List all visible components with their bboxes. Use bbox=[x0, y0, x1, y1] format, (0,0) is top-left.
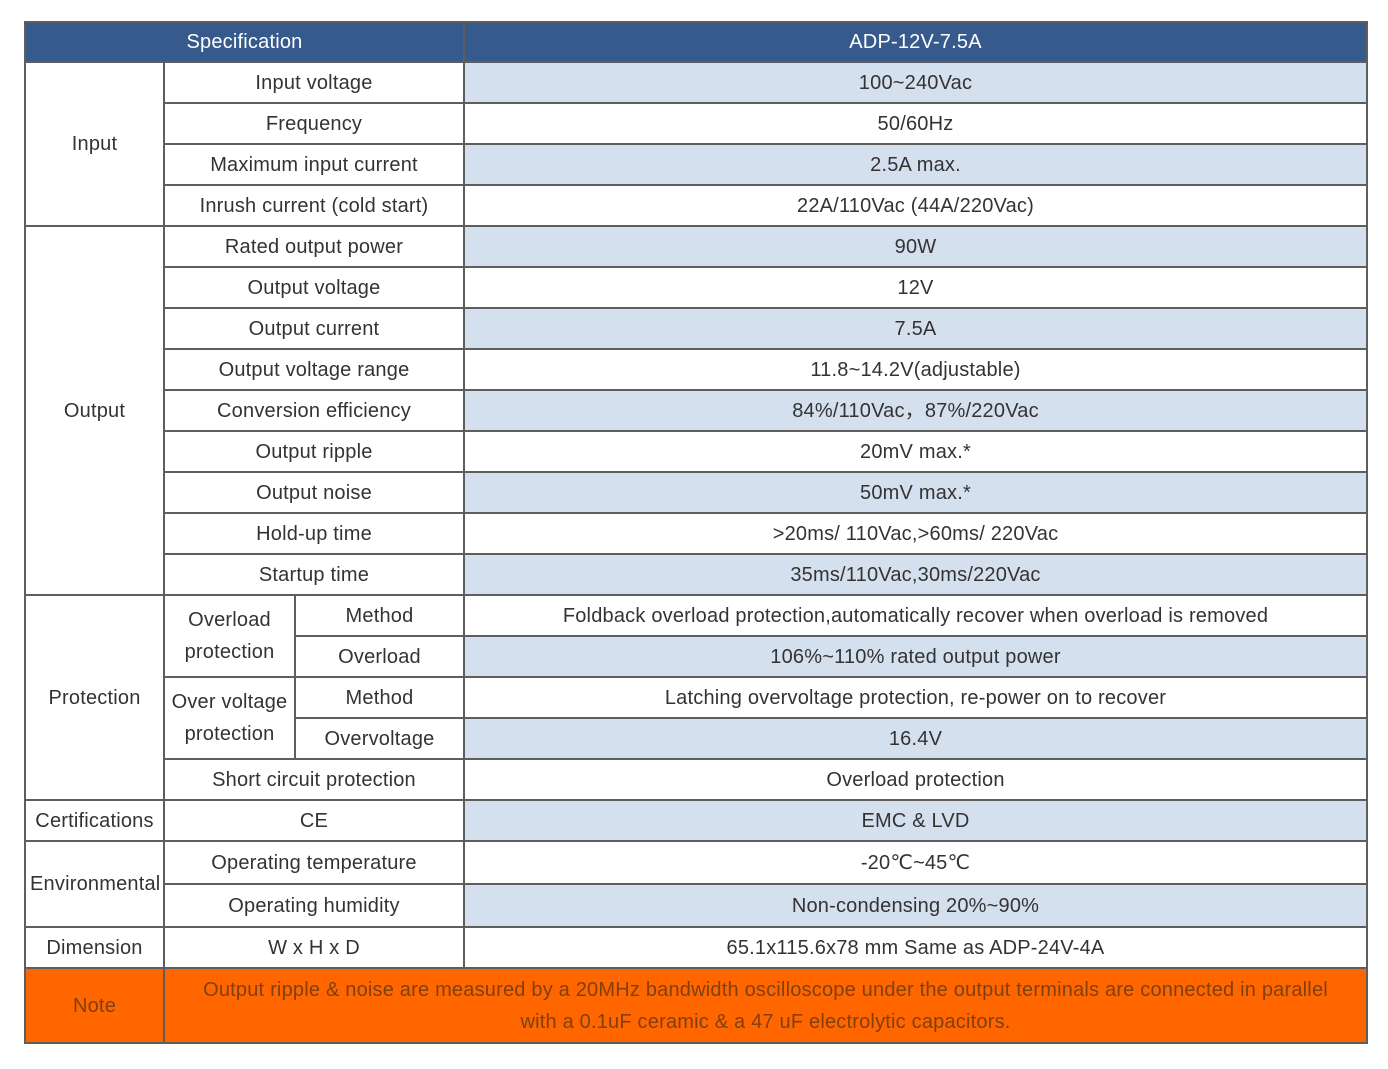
param-cell: Rated output power bbox=[163, 225, 465, 268]
table-row: Environmental Operating temperature -20℃… bbox=[24, 840, 1368, 928]
param-cell: Operating temperature bbox=[163, 840, 465, 885]
value-cell: 65.1x115.6x78 mm Same as ADP-24V-4A bbox=[463, 926, 1368, 969]
table-row: Output current 7.5A bbox=[25, 307, 1368, 350]
note-line1: Output ripple & noise are measured by a … bbox=[203, 978, 1328, 1001]
param-cell: Conversion efficiency bbox=[163, 389, 465, 432]
param-cell: CE bbox=[163, 799, 465, 842]
group-dimension: Dimension bbox=[24, 926, 165, 969]
table-row: Inrush current (cold start) 22A/110Vac (… bbox=[25, 184, 1368, 227]
group-protection: Protection bbox=[24, 594, 165, 801]
value-cell: 35ms/110Vac,30ms/220Vac bbox=[463, 553, 1368, 596]
table-row: Over voltage protection Method Latching … bbox=[25, 676, 1368, 760]
param-cell: Maximum input current bbox=[163, 143, 465, 186]
value-cell: 90W bbox=[463, 225, 1368, 268]
param-cell: Output noise bbox=[163, 471, 465, 514]
param-cell: Input voltage bbox=[163, 61, 465, 104]
value-cell: 2.5A max. bbox=[463, 143, 1368, 186]
header-spec-label: Specification bbox=[24, 21, 465, 63]
table-row: Input Input voltage 100~240Vac bbox=[24, 61, 1368, 227]
param-cell: Method bbox=[294, 594, 465, 637]
param-cell: Short circuit protection bbox=[163, 758, 465, 801]
table-row: Operating humidity Non-condensing 20%~90… bbox=[25, 883, 1368, 928]
table-row: Output noise 50mV max.* bbox=[25, 471, 1368, 514]
overload-label-line1: Overload bbox=[188, 609, 271, 631]
overload-protection-label: Overload protection bbox=[163, 594, 296, 678]
value-cell: 20mV max.* bbox=[463, 430, 1368, 473]
param-cell: Output voltage range bbox=[163, 348, 465, 391]
value-cell: 22A/110Vac (44A/220Vac) bbox=[463, 184, 1368, 227]
table-row: Output voltage range 11.8~14.2V(adjustab… bbox=[25, 348, 1368, 391]
value-cell: EMC & LVD bbox=[463, 799, 1368, 842]
table-row: Certifications CE EMC & LVD bbox=[24, 799, 1368, 842]
param-cell: Output current bbox=[163, 307, 465, 350]
overload-label-line2: protection bbox=[184, 641, 275, 663]
param-cell: Inrush current (cold start) bbox=[163, 184, 465, 227]
group-environmental: Environmental bbox=[24, 840, 165, 928]
value-cell: >20ms/ 110Vac,>60ms/ 220Vac bbox=[463, 512, 1368, 555]
table-row: Protection Overload protection Method Fo… bbox=[24, 594, 1368, 801]
param-cell: Overvoltage bbox=[294, 717, 465, 760]
table-row: Output ripple 20mV max.* bbox=[25, 430, 1368, 473]
group-output: Output bbox=[24, 225, 165, 596]
table-row: Hold-up time >20ms/ 110Vac,>60ms/ 220Vac bbox=[25, 512, 1368, 555]
note-row: Note Output ripple & noise are measured … bbox=[24, 967, 1368, 1044]
overvoltage-label-line1: Over voltage bbox=[171, 691, 288, 713]
param-cell: Operating humidity bbox=[163, 883, 465, 928]
table-row: Overvoltage 16.4V bbox=[25, 717, 1368, 760]
value-cell: 106%~110% rated output power bbox=[463, 635, 1368, 678]
note-text: Output ripple & noise are measured by a … bbox=[163, 967, 1368, 1044]
table-row: Startup time 35ms/110Vac,30ms/220Vac bbox=[25, 553, 1368, 596]
param-cell: Output voltage bbox=[163, 266, 465, 309]
table-row: Output voltage 12V bbox=[25, 266, 1368, 309]
overvoltage-protection-label: Over voltage protection bbox=[163, 676, 296, 760]
header-model: ADP-12V-7.5A bbox=[463, 21, 1368, 63]
param-cell: Hold-up time bbox=[163, 512, 465, 555]
group-input: Input bbox=[24, 61, 165, 227]
note-line2: with a 0.1uF ceramic & a 47 uF electroly… bbox=[520, 1010, 1011, 1033]
note-label: Note bbox=[24, 967, 165, 1044]
value-cell: 50mV max.* bbox=[463, 471, 1368, 514]
spec-table: Specification ADP-12V-7.5A Input Input v… bbox=[24, 21, 1368, 1044]
table-row: Short circuit protection Overload protec… bbox=[25, 758, 1368, 801]
value-cell: 7.5A bbox=[463, 307, 1368, 350]
group-certifications: Certifications bbox=[24, 799, 165, 842]
param-cell: Frequency bbox=[163, 102, 465, 145]
table-row: Overload 106%~110% rated output power bbox=[25, 635, 1368, 678]
param-cell: W x H x D bbox=[163, 926, 465, 969]
overvoltage-label-line2: protection bbox=[184, 723, 275, 745]
param-cell: Startup time bbox=[163, 553, 465, 596]
table-row: Output Rated output power 90W bbox=[24, 225, 1368, 596]
value-cell: 100~240Vac bbox=[463, 61, 1368, 104]
table-row: Conversion efficiency 84%/110Vac，87%/220… bbox=[25, 389, 1368, 432]
value-cell: 84%/110Vac，87%/220Vac bbox=[463, 389, 1368, 432]
value-cell: 50/60Hz bbox=[463, 102, 1368, 145]
table-row: Maximum input current 2.5A max. bbox=[25, 143, 1368, 186]
value-cell: 16.4V bbox=[463, 717, 1368, 760]
table-row: Dimension W x H x D 65.1x115.6x78 mm Sam… bbox=[24, 926, 1368, 969]
value-cell: Non-condensing 20%~90% bbox=[463, 883, 1368, 928]
value-cell: Overload protection bbox=[463, 758, 1368, 801]
value-cell: -20℃~45℃ bbox=[463, 840, 1368, 885]
value-cell: 12V bbox=[463, 266, 1368, 309]
param-cell: Overload bbox=[294, 635, 465, 678]
value-cell: Foldback overload protection,automatical… bbox=[463, 594, 1368, 637]
value-cell: Latching overvoltage protection, re-powe… bbox=[463, 676, 1368, 719]
table-header-row: Specification ADP-12V-7.5A bbox=[24, 21, 1368, 63]
param-cell: Method bbox=[294, 676, 465, 719]
value-cell: 11.8~14.2V(adjustable) bbox=[463, 348, 1368, 391]
table-row: Frequency 50/60Hz bbox=[25, 102, 1368, 145]
param-cell: Output ripple bbox=[163, 430, 465, 473]
